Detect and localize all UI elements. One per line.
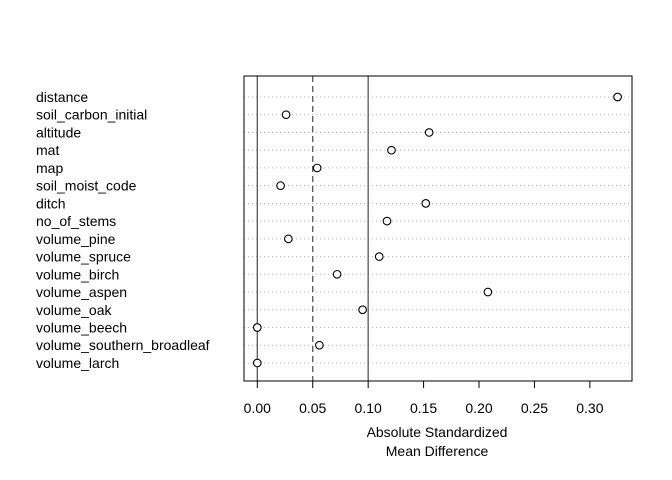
- point-volume_beech: [252, 323, 262, 332]
- x-tick-label-4: 0.20: [465, 400, 492, 416]
- point-volume_pine: [283, 234, 293, 244]
- point-volume_spruce: [374, 252, 384, 261]
- point-volume_aspen: [483, 287, 493, 297]
- point-volume_larch: [252, 358, 262, 368]
- variable-label-no_of_stems: no_of_stems: [36, 213, 116, 229]
- variable-label-soil_carbon_initial: soil_carbon_initial: [36, 107, 147, 123]
- reference-lines: [256, 76, 369, 381]
- point-soil_carbon_initial: [281, 110, 291, 120]
- variable-label-mat: mat: [36, 142, 59, 158]
- variable-label-distance: distance: [36, 89, 88, 105]
- variable-label-volume_pine: volume_pine: [36, 231, 116, 247]
- x-axis-label-line-2: Mean Difference: [386, 443, 489, 459]
- x-axis: 0.00 0.05 0.10 0.15 0.20 0.25 0.30: [244, 380, 604, 416]
- x-tick-label-0: 0.00: [244, 400, 271, 416]
- point-volume_oak: [358, 305, 367, 315]
- variable-label-volume_oak: volume_oak: [36, 302, 112, 318]
- point-volume_southern_broadleaf: [315, 340, 324, 350]
- x-tick-label-6: 0.30: [576, 400, 603, 416]
- variable-label-volume_aspen: volume_aspen: [36, 284, 127, 300]
- variable-label-volume_spruce: volume_spruce: [36, 249, 131, 265]
- x-tick-label-5: 0.25: [521, 400, 548, 416]
- point-no_of_stems: [382, 216, 392, 226]
- point-ditch: [421, 199, 431, 208]
- point-map: [312, 163, 322, 173]
- variable-label-altitude: altitude: [36, 124, 81, 140]
- point-volume_birch: [332, 269, 342, 279]
- x-tick-label-2: 0.10: [355, 400, 382, 416]
- variable-label-soil_moist_code: soil_moist_code: [36, 178, 137, 194]
- variable-label-volume_larch: volume_larch: [36, 355, 119, 371]
- data-points: [252, 92, 622, 368]
- x-tick-label-1: 0.05: [299, 400, 326, 416]
- variable-label-ditch: ditch: [36, 195, 66, 211]
- x-axis-label-line-1: Absolute Standardized: [367, 424, 508, 440]
- point-mat: [387, 145, 396, 155]
- point-soil_moist_code: [276, 181, 285, 190]
- variable-label-volume_beech: volume_beech: [36, 319, 127, 335]
- row-gridlines: [244, 96, 632, 364]
- point-distance: [613, 92, 622, 102]
- variable-label-map: map: [36, 160, 63, 176]
- plot-frame: [243, 75, 633, 382]
- variable-label-volume_birch: volume_birch: [36, 266, 119, 282]
- x-tick-label-3: 0.15: [410, 400, 437, 416]
- point-altitude: [424, 128, 434, 137]
- variable-label-volume_southern_broadleaf: volume_southern_broadleaf: [36, 337, 210, 353]
